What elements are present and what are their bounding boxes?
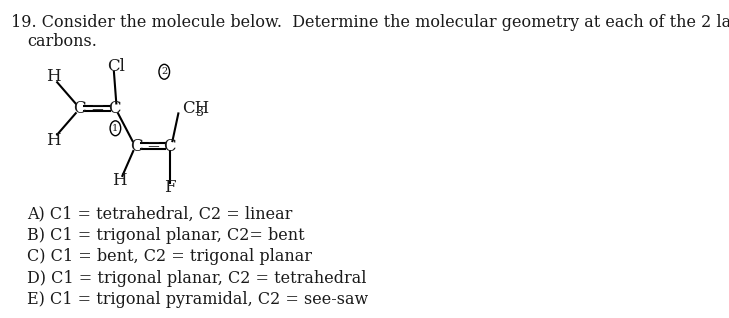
Text: C) C1 = bent, C2 = trigonal planar: C) C1 = bent, C2 = trigonal planar (27, 248, 312, 265)
Text: Cl: Cl (107, 58, 125, 75)
Text: E) C1 = trigonal pyramidal, C2 = see-saw: E) C1 = trigonal pyramidal, C2 = see-saw (27, 291, 368, 308)
Text: =: = (90, 100, 104, 117)
Text: A) C1 = tetrahedral, C2 = linear: A) C1 = tetrahedral, C2 = linear (27, 206, 292, 223)
Text: B) C1 = trigonal planar, C2= bent: B) C1 = trigonal planar, C2= bent (27, 227, 305, 244)
Text: C: C (109, 100, 121, 117)
Text: C: C (163, 138, 176, 155)
Text: D) C1 = trigonal planar, C2 = tetrahedral: D) C1 = trigonal planar, C2 = tetrahedra… (27, 270, 367, 287)
Text: H: H (46, 132, 61, 149)
Text: 2: 2 (161, 67, 168, 76)
Text: 19. Consider the molecule below.  Determine the molecular geometry at each of th: 19. Consider the molecule below. Determi… (11, 14, 729, 31)
Text: F: F (164, 179, 176, 196)
Text: H: H (46, 68, 61, 85)
Text: 3: 3 (196, 107, 204, 119)
Text: H: H (112, 172, 127, 189)
Text: C: C (130, 138, 142, 155)
Text: C: C (73, 100, 85, 117)
Text: CH: CH (182, 100, 209, 117)
Text: =: = (146, 137, 160, 155)
Text: carbons.: carbons. (27, 33, 97, 50)
Text: 1: 1 (112, 124, 119, 133)
